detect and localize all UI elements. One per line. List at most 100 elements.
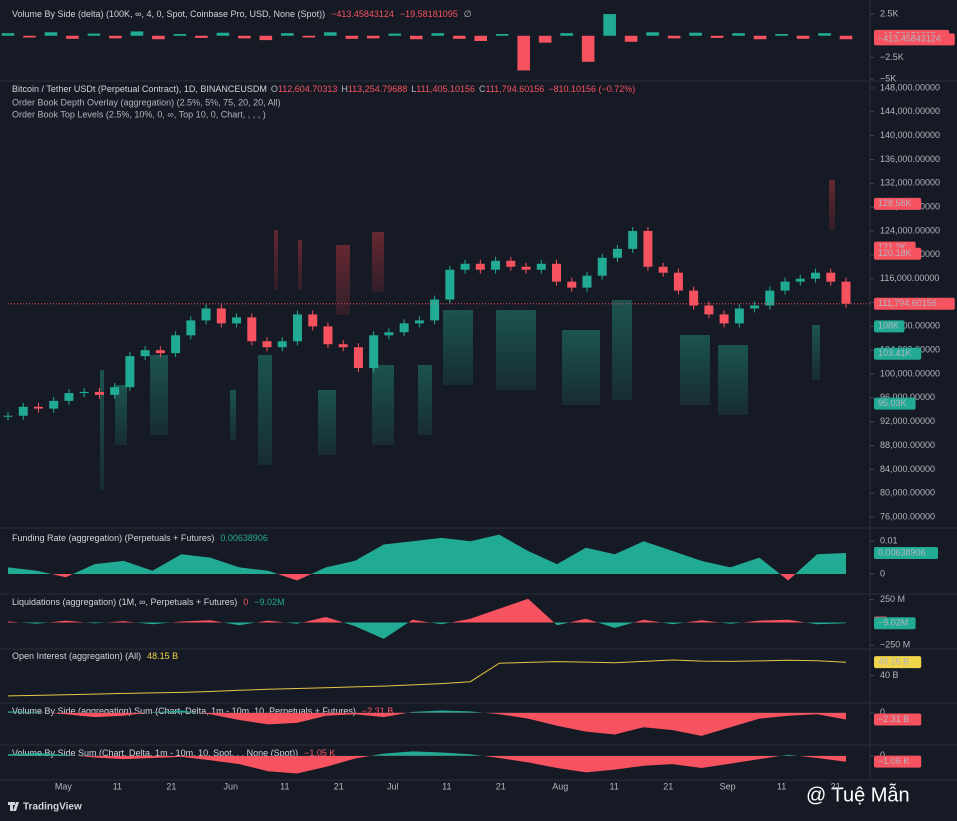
candle xyxy=(536,263,546,270)
bar xyxy=(839,35,853,40)
candle xyxy=(79,391,89,394)
ohlc-value: 111,794.60156 xyxy=(486,84,545,94)
candle xyxy=(628,230,638,249)
candle xyxy=(643,230,653,267)
x-tick-label: Sep xyxy=(720,781,736,791)
price-badge xyxy=(874,397,916,410)
bar xyxy=(431,33,445,36)
bar xyxy=(66,35,79,39)
y-tick-label: 140,000.00000 xyxy=(880,130,940,140)
bar xyxy=(775,34,788,36)
candle xyxy=(64,393,74,401)
x-tick-label: 21 xyxy=(334,781,344,791)
candle xyxy=(155,350,165,354)
y-tick-label: 250 M xyxy=(880,594,905,604)
candle xyxy=(460,263,470,270)
bar xyxy=(238,35,251,39)
candle xyxy=(750,305,760,309)
candle xyxy=(369,335,379,369)
bar xyxy=(44,32,58,36)
ohlc-key: C xyxy=(479,84,486,94)
bar xyxy=(689,32,702,36)
candle xyxy=(597,257,607,276)
candle xyxy=(582,275,592,288)
indicator-title: Order Book Depth Overlay (aggregation) (… xyxy=(12,97,281,107)
bar xyxy=(259,35,273,41)
candle xyxy=(18,406,28,416)
price-badge xyxy=(874,713,922,726)
price-badge-label: 48.15 B xyxy=(878,657,909,667)
x-tick-label: 21 xyxy=(496,781,506,791)
bar xyxy=(710,35,724,38)
candle xyxy=(247,317,257,342)
price-badge xyxy=(874,347,922,360)
price-badge-label: −1.06 K xyxy=(878,756,909,766)
y-tick-label: 76,000.00000 xyxy=(880,511,935,521)
bar xyxy=(345,35,359,39)
readout: ∅ xyxy=(464,9,472,19)
candle xyxy=(430,299,440,321)
indicator-title: Liquidations (aggregation) (1M, ∞, Perpe… xyxy=(12,597,237,607)
price-badge xyxy=(874,656,922,669)
candle xyxy=(704,305,714,315)
bar xyxy=(624,35,638,42)
candle xyxy=(445,269,455,300)
x-tick-label: Jun xyxy=(224,781,239,791)
readout: −9.02M xyxy=(254,597,284,607)
indicator-title: Volume By Side (delta) (100K, ∞, 4, 0, S… xyxy=(12,9,325,19)
watermark: @ Tuệ Mẫn xyxy=(806,783,910,806)
candle xyxy=(140,350,150,357)
candle xyxy=(811,272,821,279)
bar xyxy=(302,35,316,38)
price-badge xyxy=(874,33,955,46)
legend-row: Bitcoin / Tether USDt (Perpetual Contrac… xyxy=(12,84,635,94)
x-tick-label: 21 xyxy=(831,781,841,791)
y-tick-label: 148,000.00000 xyxy=(880,82,940,92)
candle xyxy=(277,341,287,348)
ohlc-value: 112,604.70313 xyxy=(278,84,337,94)
bar xyxy=(23,35,36,38)
symbol-title: Bitcoin / Tether USDt (Perpetual Contrac… xyxy=(12,84,267,94)
price-badge-label: −2.31 B xyxy=(878,714,909,724)
y-tick-label: 84,000.00000 xyxy=(880,464,935,474)
ohlc-key: O xyxy=(271,84,278,94)
candle xyxy=(293,314,302,342)
price-badge-label: −9.02M xyxy=(878,618,908,628)
readout: 0.00638906 xyxy=(220,533,268,543)
candle xyxy=(734,308,744,324)
readout: 0 xyxy=(243,597,248,607)
y-tick-label: 40 B xyxy=(880,670,899,680)
candle xyxy=(658,266,668,273)
area-negative xyxy=(8,712,846,736)
y-tick-label: 80,000.00000 xyxy=(880,488,935,498)
candle xyxy=(338,344,348,348)
pane-legend: Liquidations (aggregation) (1M, ∞, Perpe… xyxy=(12,597,285,607)
bar xyxy=(667,35,681,39)
bar xyxy=(324,32,337,36)
candle xyxy=(110,387,120,395)
area-positive xyxy=(8,710,485,713)
pane-legend: Open Interest (aggregation) (All) 48.15 B xyxy=(12,651,178,661)
bar xyxy=(409,35,423,40)
candle xyxy=(612,248,622,258)
bar xyxy=(173,34,187,36)
x-tick-label: 11 xyxy=(280,781,289,791)
price-badge xyxy=(874,547,938,560)
bar xyxy=(538,35,552,43)
candle xyxy=(780,281,790,291)
candle xyxy=(94,391,104,395)
candle xyxy=(171,335,181,354)
readout: −2.31 B xyxy=(362,706,393,716)
indicator-title: Volume By Side Sum (Chart, Delta, 1m - 1… xyxy=(12,748,298,758)
bar xyxy=(603,14,616,36)
bar xyxy=(452,35,466,39)
candle xyxy=(689,290,699,306)
candle xyxy=(49,400,59,409)
price-badge-label: −413.45843124 xyxy=(878,34,941,44)
bar xyxy=(130,31,144,36)
candle xyxy=(552,263,561,282)
y-tick-label: 132,000.00000 xyxy=(880,178,940,188)
ohlc-key: L xyxy=(411,84,416,94)
x-tick-label: 11 xyxy=(113,781,122,791)
